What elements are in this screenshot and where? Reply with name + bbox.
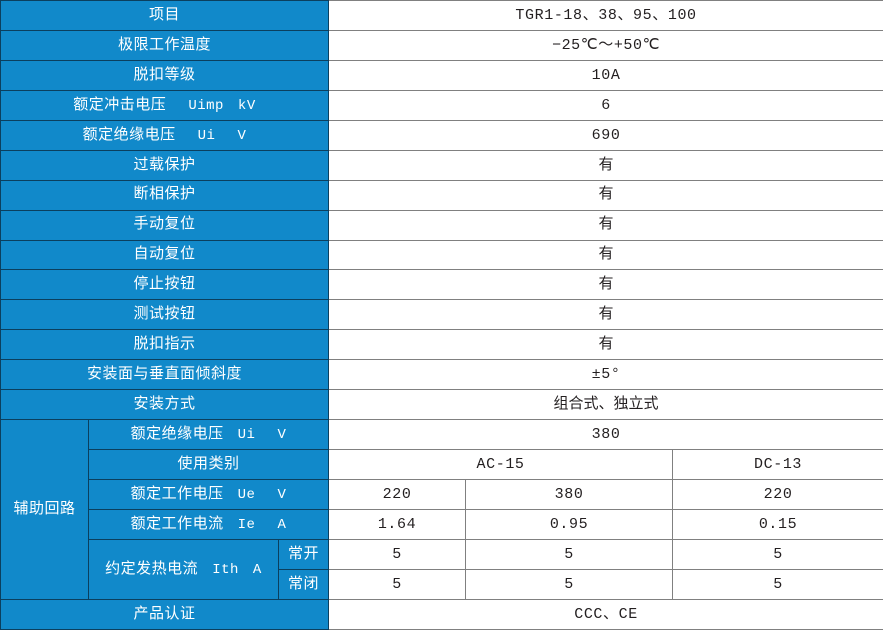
row-label-certification: 产品认证 bbox=[0, 598, 330, 630]
row-label-mounting-tilt: 安装面与垂直面倾斜度 bbox=[0, 359, 330, 391]
row-label-test-button: 测试按钮 bbox=[0, 299, 330, 331]
symbol-ui: Ui bbox=[197, 127, 216, 144]
row-value-insulation-voltage: 690 bbox=[328, 119, 883, 151]
table-row-mounting-type: 安装方式 组合式、独立式 bbox=[0, 389, 883, 421]
table-row-item: 项目 TGR1-18、38、95、100 bbox=[0, 0, 883, 31]
row-value-test-button: 有 bbox=[328, 299, 883, 331]
table-row-utilization-category: 使用类别 AC-15 DC-13 bbox=[1, 449, 883, 480]
row-value-trip-indication: 有 bbox=[328, 329, 883, 361]
row-label-phase-loss-protection: 断相保护 bbox=[0, 179, 330, 211]
row-value-aux-insulation-voltage: 380 bbox=[328, 419, 883, 451]
row-value-certification: CCC、CE bbox=[328, 598, 883, 630]
row-label-operational-current: 额定工作电流 Ie A bbox=[87, 508, 330, 540]
row-label-auxiliary-circuit: 辅助回路 bbox=[0, 419, 89, 600]
row-label-aux-insulation-voltage: 额定绝缘电压 Ui V bbox=[87, 419, 330, 451]
row-label-mounting-type: 安装方式 bbox=[0, 389, 330, 421]
row-value-stop-button: 有 bbox=[328, 269, 883, 301]
table-row-impulse-voltage: 额定冲击电压 Uimp kV 6 bbox=[0, 89, 883, 121]
table-row-trip-indication: 脱扣指示 有 bbox=[0, 329, 883, 361]
row-label-impulse-voltage: 额定冲击电压 Uimp kV bbox=[0, 89, 330, 121]
row-value-thermal-nc-1: 5 bbox=[328, 568, 467, 600]
row-value-operational-current-2: 0.95 bbox=[465, 508, 674, 540]
table-row-temperature: 极限工作温度 −25℃～+50℃ bbox=[0, 29, 883, 61]
table-row-operational-current: 额定工作电流 Ie A 1.64 0.95 0.15 bbox=[1, 508, 883, 540]
row-label-operational-voltage: 额定工作电压 Ue V bbox=[87, 479, 330, 510]
symbol-ith: Ith bbox=[212, 561, 239, 578]
table-row-manual-reset: 手动复位 有 bbox=[0, 209, 883, 241]
symbol-ui: Ui bbox=[237, 426, 256, 443]
row-value-thermal-nc-2: 5 bbox=[465, 568, 674, 600]
row-value-operational-voltage-2: 380 bbox=[465, 479, 674, 510]
row-value-thermal-no-1: 5 bbox=[328, 538, 467, 570]
row-value-overload-protection: 有 bbox=[328, 149, 883, 181]
table-row-operational-voltage: 额定工作电压 Ue V 220 380 220 bbox=[1, 479, 883, 510]
row-label-manual-reset: 手动复位 bbox=[0, 209, 330, 241]
row-label-thermal-current: 约定发热电流 Ith A bbox=[88, 538, 279, 600]
row-label-stop-button: 停止按钮 bbox=[0, 269, 330, 301]
unit-a: A bbox=[277, 516, 287, 533]
symbol-ie: Ie bbox=[237, 516, 256, 533]
row-value-mounting-type: 组合式、独立式 bbox=[328, 389, 883, 421]
table-row-thermal-current-no: 约定发热电流 Ith A 常开 5 5 5 bbox=[1, 538, 883, 600]
row-value-operational-current-3: 0.15 bbox=[672, 508, 883, 540]
row-label-overload-protection: 过载保护 bbox=[0, 149, 330, 181]
table-row-insulation-voltage: 额定绝缘电压 Ui V 690 bbox=[0, 119, 883, 151]
row-value-operational-voltage-1: 220 bbox=[328, 479, 467, 510]
row-value-item: TGR1-18、38、95、100 bbox=[328, 0, 883, 31]
row-value-thermal-no-2: 5 bbox=[465, 538, 674, 570]
row-value-manual-reset: 有 bbox=[328, 209, 883, 241]
unit-a: A bbox=[252, 561, 262, 578]
table-row-aux-insulation-voltage: 辅助回路 额定绝缘电压 Ui V 380 bbox=[0, 419, 883, 600]
symbol-ue: Ue bbox=[237, 486, 256, 503]
row-label-normally-closed: 常闭 bbox=[277, 568, 330, 600]
unit-kv: kV bbox=[237, 97, 256, 114]
unit-v: V bbox=[277, 426, 287, 443]
row-label-normally-open: 常开 bbox=[277, 538, 330, 570]
table-row-mounting-tilt: 安装面与垂直面倾斜度 ±5° bbox=[0, 359, 883, 391]
row-value-utilization-category-ac: AC-15 bbox=[328, 449, 674, 480]
unit-v: V bbox=[277, 486, 287, 503]
table-row-certification: 产品认证 CCC、CE bbox=[0, 598, 883, 630]
table-row-trip-class: 脱扣等级 10A bbox=[0, 59, 883, 91]
row-value-trip-class: 10A bbox=[328, 59, 883, 91]
table-row-phase-loss-protection: 断相保护 有 bbox=[0, 179, 883, 211]
row-value-impulse-voltage: 6 bbox=[328, 89, 883, 121]
unit-v: V bbox=[237, 127, 247, 144]
row-value-mounting-tilt: ±5° bbox=[328, 359, 883, 391]
table-row-test-button: 测试按钮 有 bbox=[0, 299, 883, 331]
row-value-thermal-no-3: 5 bbox=[672, 538, 883, 570]
table-row-stop-button: 停止按钮 有 bbox=[0, 269, 883, 301]
table-row-overload-protection: 过载保护 有 bbox=[0, 149, 883, 181]
row-label-temperature: 极限工作温度 bbox=[0, 29, 330, 61]
row-label-item: 项目 bbox=[0, 0, 330, 31]
row-label-utilization-category: 使用类别 bbox=[87, 449, 330, 480]
row-value-phase-loss-protection: 有 bbox=[328, 179, 883, 211]
row-label-trip-indication: 脱扣指示 bbox=[0, 329, 330, 361]
symbol-uimp: Uimp bbox=[188, 97, 224, 114]
row-value-auto-reset: 有 bbox=[328, 239, 883, 271]
row-label-auto-reset: 自动复位 bbox=[0, 239, 330, 271]
row-value-operational-current-1: 1.64 bbox=[328, 508, 467, 540]
table-row-auto-reset: 自动复位 有 bbox=[0, 239, 883, 271]
row-value-utilization-category-dc: DC-13 bbox=[672, 449, 883, 480]
row-value-operational-voltage-3: 220 bbox=[672, 479, 883, 510]
table-row-thermal-current-nc: 常闭 5 5 5 bbox=[1, 568, 883, 600]
row-value-thermal-nc-3: 5 bbox=[672, 568, 883, 600]
row-value-temperature: −25℃～+50℃ bbox=[328, 29, 883, 61]
row-label-trip-class: 脱扣等级 bbox=[0, 59, 330, 91]
row-label-insulation-voltage: 额定绝缘电压 Ui V bbox=[0, 119, 330, 151]
